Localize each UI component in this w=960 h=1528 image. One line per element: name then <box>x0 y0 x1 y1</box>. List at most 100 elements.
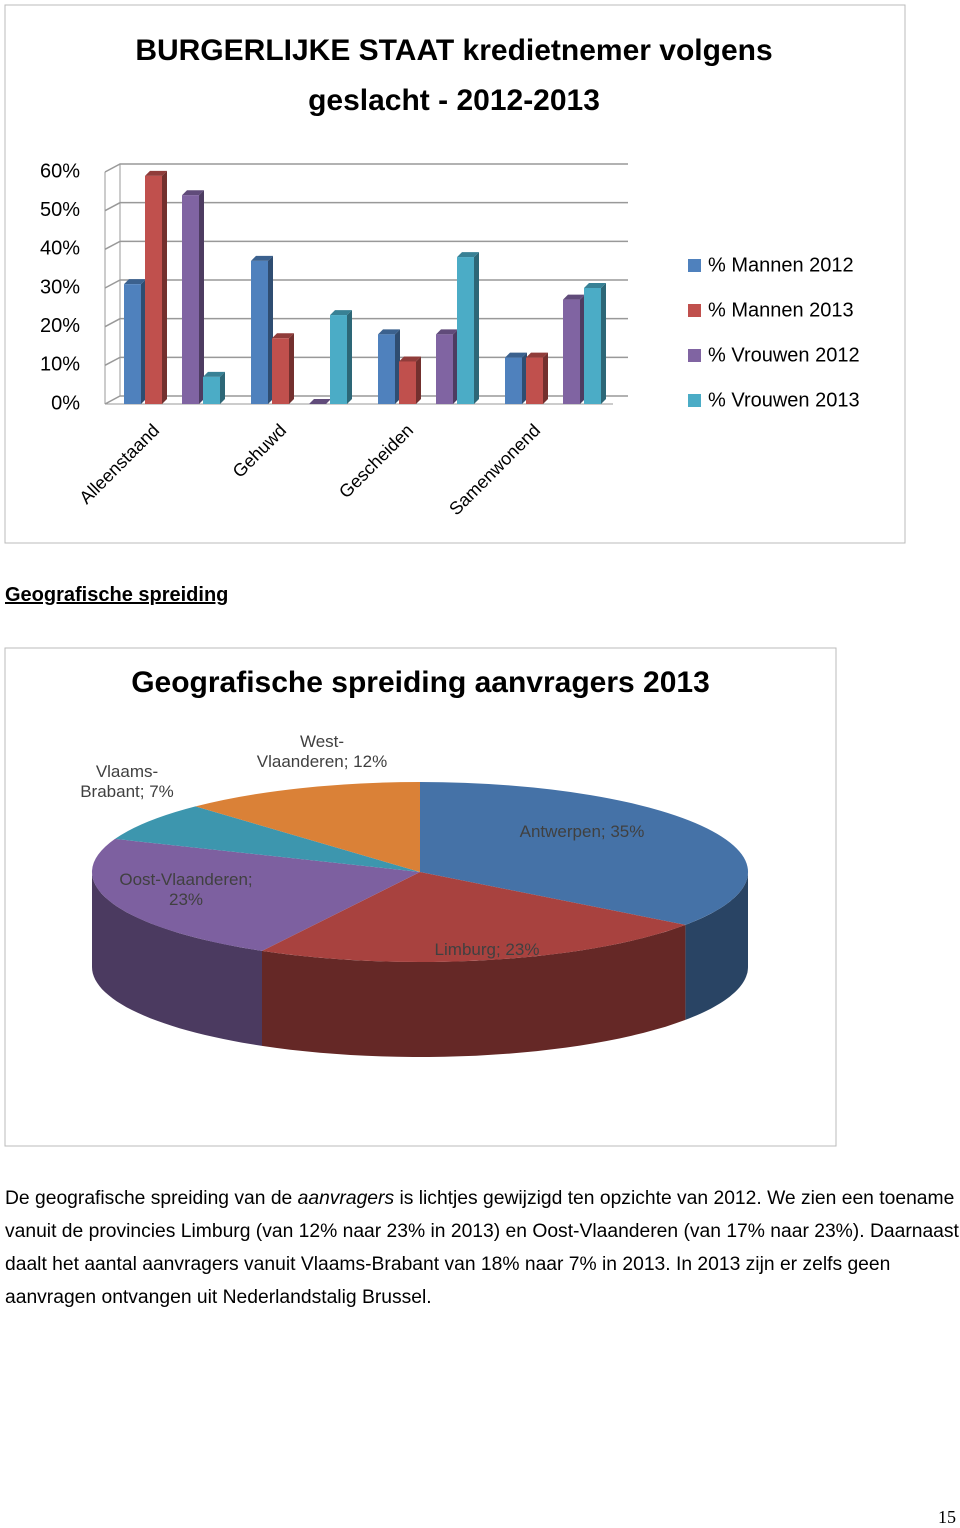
y-tick-label: 20% <box>40 315 80 337</box>
bar-side <box>220 371 225 404</box>
data-label: Oost-Vlaanderen; 23% <box>119 870 253 909</box>
chart-title: BURGERLIJKE STAAT kredietnemer volgens g… <box>135 34 773 117</box>
text: De geografische spreiding van de <box>5 1188 298 1209</box>
grid-line <box>104 240 628 250</box>
y-tick-label: 30% <box>40 276 80 298</box>
legend-label: % Vrouwen 2012 <box>708 344 860 366</box>
bar-top <box>584 283 606 288</box>
legend-label: % Mannen 2013 <box>708 299 854 321</box>
bar <box>145 170 167 404</box>
bar-side <box>543 352 548 404</box>
legend-label: % Mannen 2012 <box>708 254 854 276</box>
bar-front <box>505 357 522 404</box>
bar <box>124 279 146 404</box>
bar-front <box>378 334 395 404</box>
chart-frame <box>4 4 906 544</box>
bar <box>584 283 606 404</box>
section-heading: Geografische spreiding <box>5 584 229 606</box>
pie-side <box>92 872 262 1046</box>
bar <box>505 352 527 404</box>
bar-top <box>272 333 294 339</box>
bar-front <box>272 338 289 404</box>
bar <box>399 356 421 404</box>
pie-top <box>420 782 749 925</box>
pie-top <box>91 838 421 951</box>
bar <box>309 399 331 404</box>
bar-front <box>182 195 199 404</box>
bar-front <box>251 260 268 404</box>
grid-line <box>104 163 628 173</box>
bar-top <box>124 279 146 285</box>
data-label: West- Vlaanderen; 12% <box>256 732 388 771</box>
bar-side <box>141 279 146 404</box>
page-number: 15 <box>938 1507 956 1527</box>
bar <box>436 329 458 404</box>
pie-slice <box>420 782 749 1020</box>
pie-slice <box>195 782 420 872</box>
bar-side <box>347 310 352 404</box>
bar <box>526 352 548 404</box>
bar-front <box>457 257 474 404</box>
bar <box>251 255 273 404</box>
data-label: Limburg; 23% <box>434 940 540 959</box>
bar-front <box>526 357 543 404</box>
bar-side <box>268 255 273 404</box>
bar-side <box>416 356 421 404</box>
bar-side <box>453 329 458 404</box>
bar-front <box>124 284 141 404</box>
bar-top <box>457 252 479 258</box>
bar-front <box>584 288 601 404</box>
bar-side <box>601 283 606 404</box>
bar-front <box>436 334 453 404</box>
bar-front <box>203 376 220 404</box>
text: is lichtjes gewijzigd ten opzichte van 2… <box>5 1188 959 1308</box>
bar-front <box>145 175 162 404</box>
paragraph: De geografische spreiding van de aanvrag… <box>5 1182 960 1314</box>
legend-swatch <box>688 259 701 272</box>
text: aanvragers <box>297 1188 395 1209</box>
bar-side <box>580 294 585 404</box>
x-tick-label: Gehuwd <box>229 420 291 482</box>
chart-title: Geografische spreiding aanvragers 2013 <box>131 666 710 699</box>
bar-top <box>505 352 527 358</box>
bar <box>563 294 585 404</box>
bar-top <box>436 329 458 335</box>
bar-side <box>162 170 167 404</box>
chart-frame <box>4 647 837 1147</box>
x-tick-label: Alleenstaand <box>75 420 163 508</box>
bar <box>203 371 225 404</box>
legend-label: % Vrouwen 2013 <box>708 389 860 411</box>
grid-line <box>104 201 628 212</box>
bar-side <box>289 333 294 404</box>
x-tick-label: Gescheiden <box>335 420 417 502</box>
data-label: Vlaams- Brabant; 7% <box>80 762 174 801</box>
bar-top <box>309 399 331 404</box>
y-tick-label: 10% <box>40 354 80 376</box>
bar-front <box>330 315 347 404</box>
bar <box>330 310 352 404</box>
pie-top <box>262 872 686 963</box>
bar-top <box>526 352 548 358</box>
x-tick-label: Samenwonend <box>445 420 544 519</box>
bar-top <box>378 329 400 335</box>
bar <box>272 333 294 404</box>
bar-top <box>563 294 585 300</box>
bar-top <box>399 356 421 362</box>
bar-top <box>182 190 204 196</box>
legend-swatch <box>688 304 701 317</box>
pie-side <box>262 924 686 1057</box>
pie-top <box>115 806 420 872</box>
pie-side <box>685 872 748 1020</box>
y-tick-label: 60% <box>40 160 80 182</box>
bar-top <box>203 371 225 377</box>
bar-top <box>145 170 167 176</box>
bar-front <box>399 361 416 404</box>
bar-side <box>199 190 204 404</box>
y-tick-label: 50% <box>40 199 80 221</box>
bar-front <box>563 299 580 404</box>
pie-slice <box>115 806 420 872</box>
bar-side <box>395 329 400 404</box>
bar-side <box>474 252 479 404</box>
